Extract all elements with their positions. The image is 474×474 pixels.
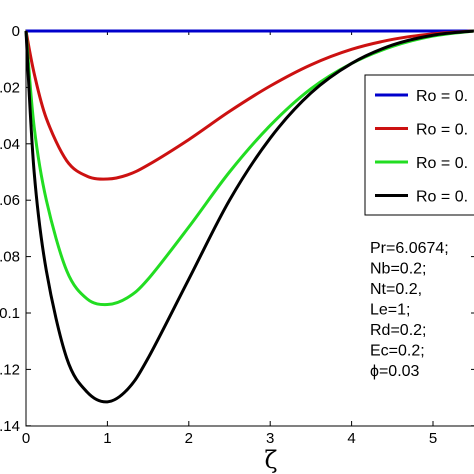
series-line-2 [24,29,474,181]
y-tick-label: .06 [0,192,20,209]
legend-label-4: Ro = 0. [416,189,468,206]
x-axis-label: ζ [264,446,277,474]
y-tick-label: .02 [0,79,20,96]
parameter-text-4: Le=1; [370,302,410,319]
parameter-text-7: ϕ=0.03 [370,363,420,380]
legend-label-3: Ro = 0. [416,155,468,172]
y-tick-label: .14 [0,418,20,435]
parameter-text-5: Rd=0.2; [370,322,426,339]
legend-label-2: Ro = 0. [416,122,468,139]
parameter-text-3: Nt=0.2, [370,281,422,298]
series-lines [24,29,474,404]
x-tick-label: 2 [185,430,193,447]
y-tick-label: 0.1 [0,305,20,322]
y-tick-label: .04 [0,136,20,153]
legend-label-1: Ro = 0. [416,88,468,105]
y-tick-label: 0 [12,23,20,40]
legend: Ro = 0. Ro = 0. Ro = 0. Ro = 0. [364,74,474,216]
parameter-annotations: Pr=6.0674; Nb=0.2; Nt=0.2, Le=1; Rd=0.2; Ec=0… [370,240,449,380]
y-tick-label: .08 [0,249,20,266]
x-tick-label: 5 [429,430,437,447]
x-tick-label: 1 [103,430,111,447]
legend-box [364,74,474,216]
parameter-text-6: Ec=0.2; [370,343,425,360]
parameter-text-2: Nb=0.2; [370,261,426,278]
y-tick-label: .12 [0,361,20,378]
x-tick-label: 4 [347,430,355,447]
x-tick-label: 0 [22,430,30,447]
series-line-4 [24,29,474,404]
x-tick-label: 3 [266,430,274,447]
parameter-text-1: Pr=6.0674; [370,240,449,257]
